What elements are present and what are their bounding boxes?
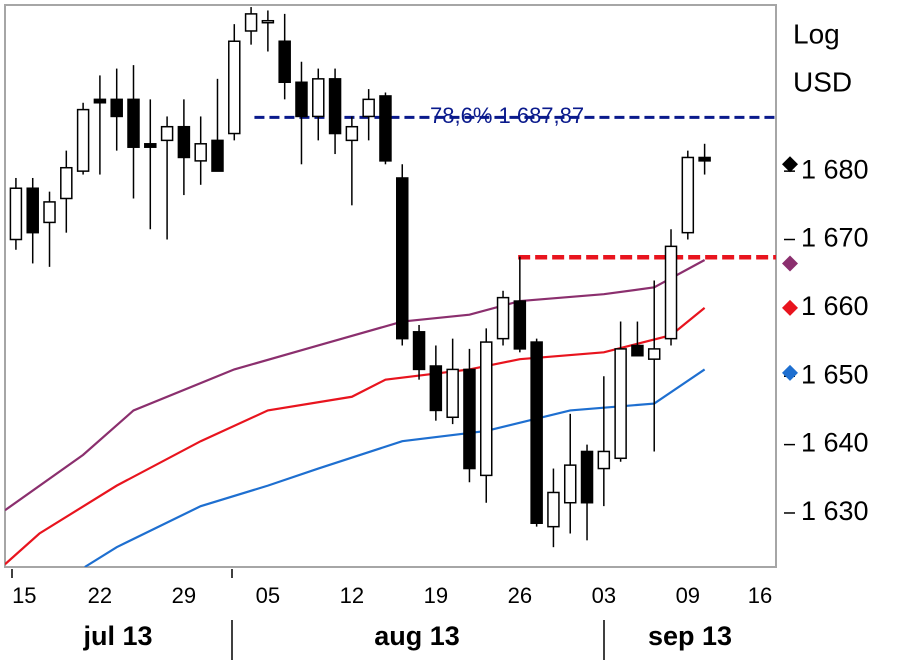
x-tick-label: 26 xyxy=(508,583,532,608)
candle-body xyxy=(396,177,409,340)
y-tick-label: 1 670 xyxy=(801,223,869,253)
candle-body xyxy=(244,13,258,32)
candle-body xyxy=(110,98,123,118)
month-label: sep 13 xyxy=(648,621,732,651)
candle-body xyxy=(295,81,308,118)
candle-body xyxy=(496,296,510,340)
x-tick-label: 15 xyxy=(12,583,36,608)
month-label: jul 13 xyxy=(82,621,152,651)
candle-body xyxy=(144,143,157,148)
candle-body xyxy=(312,78,325,118)
x-tick-label: 22 xyxy=(88,583,112,608)
candle-body xyxy=(379,95,392,162)
candle-body xyxy=(328,78,342,135)
candle-body xyxy=(513,300,527,350)
y-tick-label: 1 680 xyxy=(801,154,869,184)
candle-body xyxy=(362,98,375,118)
x-tick-label: 09 xyxy=(676,583,700,608)
candle-body xyxy=(345,125,359,142)
x-tick-label: 16 xyxy=(748,583,772,608)
candle-body xyxy=(194,143,207,162)
x-tick-label: 19 xyxy=(424,583,448,608)
candle-body xyxy=(261,19,275,24)
candle-body xyxy=(127,98,140,148)
candle-body xyxy=(177,125,191,159)
candle-body xyxy=(631,344,644,357)
price-marker xyxy=(782,299,798,316)
candle-body xyxy=(681,156,695,234)
candle-body xyxy=(412,331,426,371)
candle-body xyxy=(530,341,543,524)
candle-body xyxy=(76,108,90,172)
candle-body xyxy=(563,464,577,504)
x-tick-label: 05 xyxy=(256,583,280,608)
candle-body xyxy=(9,187,23,241)
x-tick-label: 12 xyxy=(340,583,364,608)
x-tick-label: 29 xyxy=(172,583,196,608)
y-tick-label: 1 650 xyxy=(801,359,869,389)
candle-body xyxy=(614,348,627,460)
price-marker xyxy=(782,364,798,381)
candle-body xyxy=(429,365,443,412)
level-label: 78,6% 1 687,87 xyxy=(430,103,584,128)
candle-body xyxy=(93,98,107,104)
y-unit-label: USD xyxy=(793,66,852,97)
candle-body xyxy=(211,139,224,172)
candle-body xyxy=(463,368,476,470)
candle-body xyxy=(26,187,39,234)
plot-area xyxy=(5,7,776,567)
y-unit-label: Log xyxy=(793,18,840,49)
y-tick-label: 1 640 xyxy=(801,428,869,458)
candle-body xyxy=(160,125,174,142)
candle-body xyxy=(446,368,459,419)
candle-body xyxy=(580,450,594,504)
candle-body xyxy=(597,450,611,470)
month-label: aug 13 xyxy=(374,621,460,651)
y-tick-label: 1 630 xyxy=(801,496,869,526)
candle-body xyxy=(547,491,560,528)
candle-body xyxy=(698,156,711,162)
price-marker xyxy=(782,156,798,173)
moving-average-line xyxy=(84,368,706,567)
y-tick-label: 1 660 xyxy=(801,291,869,321)
price-marker xyxy=(782,255,798,272)
x-tick-label: 03 xyxy=(592,583,616,608)
candle-body xyxy=(278,40,291,84)
candle-body xyxy=(228,40,241,135)
candle-body xyxy=(647,348,661,360)
candle-body xyxy=(479,341,493,477)
candle-body xyxy=(60,166,73,200)
candle-body xyxy=(664,245,678,340)
candle-body xyxy=(43,201,56,224)
